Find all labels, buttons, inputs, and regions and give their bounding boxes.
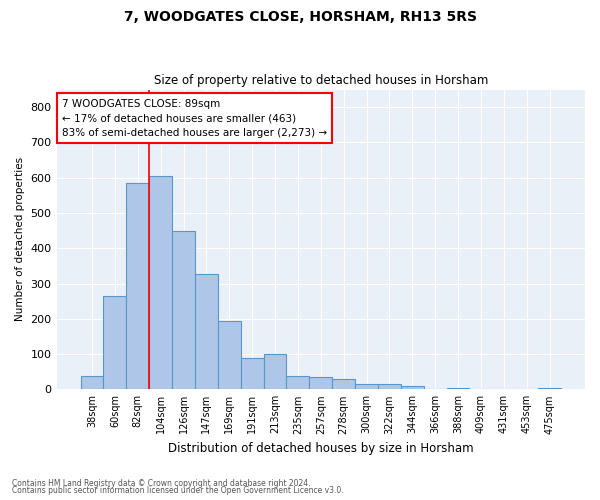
Bar	[332, 378, 355, 390]
Bar	[355, 384, 378, 390]
Bar	[103, 296, 127, 390]
Bar	[127, 183, 149, 390]
Bar	[310, 377, 332, 390]
Text: Contains public sector information licensed under the Open Government Licence v3: Contains public sector information licen…	[12, 486, 344, 495]
Bar	[401, 386, 424, 390]
Text: Contains HM Land Registry data © Crown copyright and database right 2024.: Contains HM Land Registry data © Crown c…	[12, 478, 311, 488]
Bar	[241, 358, 263, 390]
Bar	[218, 320, 241, 390]
Bar	[195, 274, 218, 390]
Bar	[263, 354, 286, 390]
Bar	[80, 376, 103, 390]
Text: 7, WOODGATES CLOSE, HORSHAM, RH13 5RS: 7, WOODGATES CLOSE, HORSHAM, RH13 5RS	[124, 10, 476, 24]
Title: Size of property relative to detached houses in Horsham: Size of property relative to detached ho…	[154, 74, 488, 87]
Bar	[286, 376, 310, 390]
Bar	[446, 388, 469, 390]
Y-axis label: Number of detached properties: Number of detached properties	[15, 158, 25, 322]
Bar	[538, 388, 561, 390]
Bar	[149, 176, 172, 390]
Text: 7 WOODGATES CLOSE: 89sqm
← 17% of detached houses are smaller (463)
83% of semi-: 7 WOODGATES CLOSE: 89sqm ← 17% of detach…	[62, 98, 327, 138]
Bar	[172, 230, 195, 390]
Bar	[378, 384, 401, 390]
X-axis label: Distribution of detached houses by size in Horsham: Distribution of detached houses by size …	[168, 442, 473, 455]
